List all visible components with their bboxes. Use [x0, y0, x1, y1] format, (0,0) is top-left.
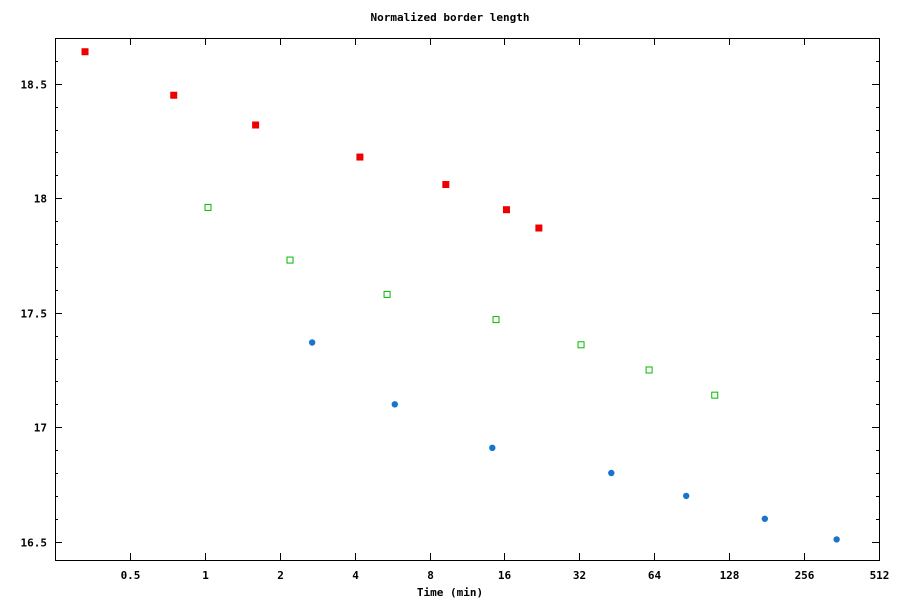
data-point	[286, 256, 294, 264]
y-tick-label: 16.5	[21, 537, 48, 550]
x-tick-label: 8	[427, 569, 434, 582]
data-point	[442, 181, 450, 189]
data-point	[535, 224, 543, 232]
data-point	[502, 206, 510, 214]
data-point	[577, 341, 585, 349]
data-point	[308, 339, 316, 346]
data-point	[81, 48, 89, 56]
data-point	[252, 121, 260, 129]
y-tick-label: 18	[34, 193, 47, 206]
plot-area-frame	[55, 38, 880, 561]
x-tick-label: 0.5	[121, 569, 141, 582]
data-point	[608, 469, 615, 477]
data-point	[204, 203, 212, 211]
data-points	[81, 48, 840, 543]
x-tick-label: 64	[648, 569, 662, 582]
data-point	[645, 366, 653, 374]
x-tick-label: 32	[573, 569, 586, 582]
data-point	[356, 153, 364, 161]
data-point	[683, 492, 690, 500]
data-point	[711, 391, 719, 399]
x-tick-label: 2	[277, 569, 284, 582]
y-tick-label: 17.5	[21, 308, 48, 321]
y-tick-label: 17	[34, 422, 47, 435]
x-tick-label: 256	[795, 569, 815, 582]
data-point	[492, 316, 500, 324]
data-point	[391, 401, 398, 408]
y-tick-label: 18.5	[21, 79, 48, 92]
x-tick-label: 128	[720, 569, 740, 582]
x-tick-label: 1	[202, 569, 209, 582]
x-tick-label: 4	[352, 569, 359, 582]
data-point	[170, 91, 178, 99]
data-point	[761, 515, 769, 522]
x-axis-label: Time (min)	[416, 586, 484, 599]
x-tick-label: 512	[870, 569, 890, 582]
axis-ticks: 0.5 1 2 4 8 16 32 64 128 256 512 16.5 17 17.5 18 18.5	[21, 38, 890, 582]
x-tick-label: 16	[498, 569, 512, 582]
data-point	[489, 444, 496, 452]
data-point	[383, 290, 391, 298]
data-point	[833, 536, 840, 543]
chart-title: Normalized border length	[370, 11, 530, 24]
